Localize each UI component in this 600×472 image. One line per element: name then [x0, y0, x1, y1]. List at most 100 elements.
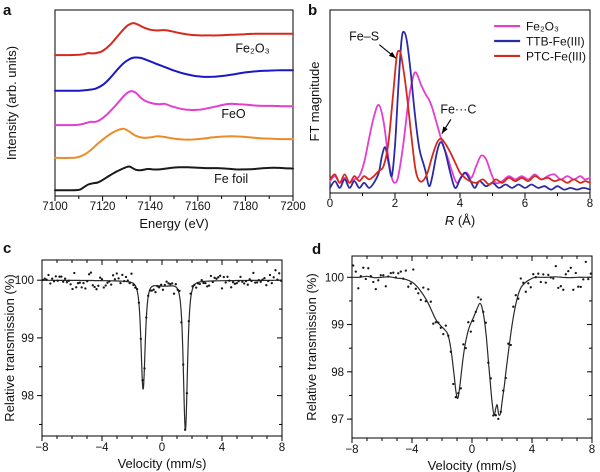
- data-point: [139, 337, 142, 341]
- data-point: [178, 289, 181, 293]
- y-axis-label: Relative transmission (%): [2, 274, 17, 421]
- data-point: [174, 283, 177, 286]
- annotation-arrow-head: [388, 51, 396, 59]
- data-point: [158, 286, 161, 289]
- data-point: [100, 278, 104, 281]
- data-point: [169, 283, 172, 286]
- data-point: [97, 284, 100, 287]
- data-point: [145, 316, 148, 319]
- data-point: [552, 277, 555, 280]
- panel-d: −8 −4 0 4 8 97 98 99 100 Velocity (mm/s) Relative …: [300, 236, 600, 472]
- data-point: [102, 286, 105, 289]
- data-point: [220, 287, 224, 290]
- x-tick-label: 0: [159, 442, 165, 454]
- data-point: [141, 379, 144, 382]
- data-point: [211, 280, 214, 284]
- data-point: [237, 280, 240, 283]
- data-point: [241, 280, 244, 283]
- annotation-text: Fe···C: [440, 102, 476, 116]
- x-tick-label: −8: [35, 442, 48, 454]
- data-point: [135, 287, 139, 291]
- y-tick-label: 99: [21, 333, 34, 345]
- data-point: [554, 264, 557, 268]
- data-point: [147, 294, 150, 297]
- panel-c-svg: −8 −4 0 4 8 98 99 100 Velocity (mm/s) Relative tr…: [2, 240, 285, 471]
- data-point: [439, 326, 442, 329]
- data-point: [389, 271, 392, 275]
- data-point: [404, 269, 407, 272]
- data-point: [239, 275, 242, 279]
- data-point: [467, 321, 470, 324]
- data-point: [196, 282, 200, 285]
- y-axis-label: Relative transmission (%): [304, 273, 319, 420]
- data-point: [367, 267, 370, 270]
- data-point: [459, 387, 462, 390]
- data-point: [354, 270, 357, 273]
- x-tick-label: 4: [219, 442, 226, 454]
- data-point: [409, 282, 412, 285]
- x-axis-label: R (Å): [445, 213, 475, 228]
- data-point: [278, 272, 281, 275]
- panel-letter: c: [3, 240, 11, 257]
- data-point: [489, 377, 492, 380]
- x-tick-label: 7180: [233, 201, 259, 213]
- data-point: [250, 279, 253, 283]
- data-point: [130, 272, 133, 275]
- data-point: [128, 281, 131, 285]
- x-tick-label: 0: [327, 198, 333, 210]
- data-point: [121, 273, 124, 277]
- data-point: [156, 285, 159, 288]
- data-point: [200, 278, 203, 282]
- data-point: [542, 273, 545, 276]
- data-point: [62, 280, 65, 283]
- x-tick-label: 7120: [90, 201, 116, 213]
- data-point: [359, 275, 362, 278]
- data-point: [187, 320, 190, 323]
- data-point: [165, 280, 168, 283]
- data-point: [65, 281, 69, 284]
- data-point: [143, 367, 146, 370]
- panel-a: 7100 7120 7140 7160 7180 7200 Energy (eV) Inten…: [0, 0, 306, 236]
- data-point: [519, 277, 522, 280]
- data-point: [504, 376, 507, 380]
- data-point: [159, 283, 163, 286]
- x-tick-label: 8: [589, 444, 595, 456]
- data-point: [474, 310, 477, 314]
- data-point: [364, 277, 367, 281]
- data-point: [231, 281, 235, 284]
- data-point: [217, 276, 220, 279]
- data-point: [434, 321, 437, 324]
- data-point: [514, 294, 517, 297]
- data-point: [444, 324, 447, 327]
- data-point: [437, 321, 440, 324]
- data-point: [189, 292, 192, 295]
- data-point: [172, 292, 176, 295]
- data-point: [424, 300, 427, 303]
- data-point: [89, 271, 93, 274]
- data-point: [183, 428, 187, 431]
- data-point: [274, 269, 277, 272]
- data-point: [414, 287, 417, 290]
- data-point: [369, 275, 372, 278]
- data-point: [222, 275, 225, 279]
- data-point: [193, 283, 196, 287]
- data-point: [152, 288, 155, 291]
- data-point: [45, 278, 48, 281]
- data-point: [78, 281, 81, 284]
- data-point: [117, 277, 120, 280]
- data-point: [374, 287, 377, 291]
- data-point: [226, 275, 229, 278]
- data-point: [537, 272, 540, 275]
- data-point: [60, 275, 63, 278]
- data-point: [549, 276, 552, 279]
- data-point: [67, 279, 70, 282]
- panel-d-svg: −8 −4 0 4 8 97 98 99 100 Velocity (mm/s) Relative …: [304, 241, 595, 472]
- data-point: [49, 282, 52, 285]
- data-point: [43, 277, 46, 280]
- data-point: [589, 272, 592, 275]
- data-point: [207, 284, 211, 287]
- data-point: [243, 282, 246, 285]
- data-point: [457, 392, 460, 395]
- x-tick-label: 2: [392, 198, 398, 210]
